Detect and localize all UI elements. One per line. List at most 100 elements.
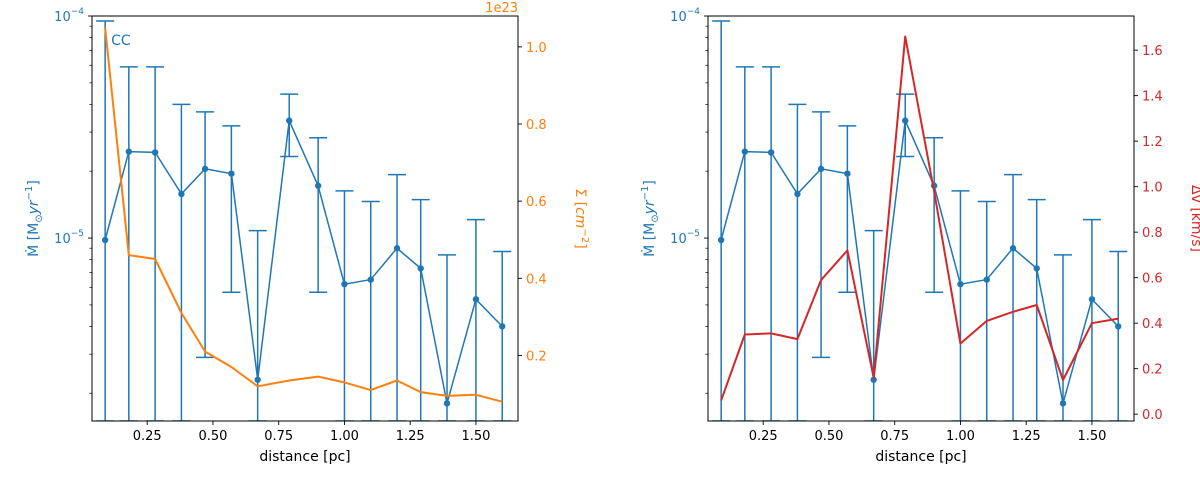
label-part: cm <box>572 207 588 228</box>
mdot-point <box>393 245 401 252</box>
tick-exponent: −4 <box>71 7 85 17</box>
mdot-point <box>367 276 374 283</box>
label-part: ⊙ <box>650 214 661 222</box>
y-right-axis-label: Σ [cm−2] <box>572 188 590 248</box>
tick-exponent: −4 <box>687 7 701 17</box>
label-part: −2 <box>579 228 590 243</box>
mdot-point <box>101 236 109 244</box>
y-right-tick-label: 0.4 <box>1142 317 1163 332</box>
tick-base: 10 <box>670 10 687 25</box>
y-right-tick-label: 1.6 <box>1142 44 1163 59</box>
x-tick-label: 0.75 <box>880 429 909 444</box>
x-tick-label: 1.00 <box>946 429 975 444</box>
y-right-tick-label: 0.8 <box>1142 226 1163 241</box>
mdot-point <box>741 148 749 155</box>
mdot-point <box>286 117 293 124</box>
mdot-point <box>1115 323 1122 330</box>
y-right-tick-label: 1.0 <box>526 41 547 56</box>
y-right-tick-label: 0.6 <box>526 195 547 210</box>
mdot-point <box>151 149 159 156</box>
tick-base: 10 <box>670 232 687 247</box>
mdot-point <box>870 376 877 383</box>
y-left-tick-label: 10−4 <box>670 7 700 25</box>
y-left-tick-label: 10−5 <box>670 229 700 247</box>
x-tick-label: 0.25 <box>749 429 778 444</box>
y-right-tick-label: 0.6 <box>1142 272 1163 287</box>
mdot-line <box>104 117 503 404</box>
label-part: ] <box>572 243 588 248</box>
plot-frame <box>707 15 1135 422</box>
label-part: Ṁ [M <box>640 223 658 257</box>
mdot-point <box>717 236 725 244</box>
annotation-cc: CC <box>111 33 131 49</box>
mdot-point <box>767 149 775 156</box>
y-right-tick-label: 0.8 <box>526 118 547 133</box>
mdot-line <box>720 117 1119 404</box>
y-right-tick-label: 1.4 <box>1142 90 1163 105</box>
x-tick-label: 1.25 <box>1012 429 1041 444</box>
y-right-tick-label: 0.2 <box>526 349 547 364</box>
label-part: yr <box>642 199 658 215</box>
tick-exponent: −5 <box>71 229 84 239</box>
y-left-tick-label: 10−5 <box>54 229 84 247</box>
mdot-point <box>817 165 825 173</box>
y-right-tick-label: 0.2 <box>1142 363 1163 378</box>
x-tick-label: 1.25 <box>396 429 425 444</box>
y-right-tick-label: 0.4 <box>526 272 547 287</box>
x-axis-label: distance [pc] <box>875 449 966 465</box>
sigma-line <box>104 27 503 403</box>
label-part: −1 <box>24 186 35 201</box>
x-axis-label: distance [pc] <box>259 449 350 465</box>
y-left-axis-label: Ṁ [M⊙yr−1] <box>640 180 661 257</box>
plot-area <box>712 20 1128 421</box>
x-tick-label: 1.50 <box>461 429 490 444</box>
mdot-point <box>983 276 990 283</box>
mdot-point <box>844 170 851 177</box>
mdot-point <box>1088 296 1096 303</box>
mdot-point <box>1009 245 1017 252</box>
label-part: ] <box>642 180 658 185</box>
x-tick-label: 1.00 <box>330 429 359 444</box>
tick-base: 10 <box>54 232 71 247</box>
x-tick-label: 0.25 <box>133 429 162 444</box>
plot-area <box>96 20 512 421</box>
mdot-point <box>125 148 133 155</box>
label-part: Ṁ [M <box>24 223 42 257</box>
label-part: Σ [ <box>572 188 588 207</box>
x-tick-label: 0.50 <box>198 429 227 444</box>
mdot-point <box>254 376 261 383</box>
y-left-axis-label: Ṁ [M⊙yr−1] <box>24 180 45 257</box>
label-part: −1 <box>640 186 651 201</box>
y-left-tick-label: 10−4 <box>54 7 84 25</box>
mdot-point <box>957 280 964 288</box>
y-right-tick-label: 0.0 <box>1142 408 1163 423</box>
mdot-point <box>1033 265 1040 272</box>
y-right-axis-label: Δv [km/s] <box>1188 185 1200 252</box>
x-tick-label: 1.50 <box>1077 429 1106 444</box>
mdot-point <box>201 165 209 173</box>
mdot-point <box>314 182 322 189</box>
mdot-point <box>341 280 348 288</box>
mdot-point <box>228 170 235 177</box>
label-part: ⊙ <box>34 214 45 222</box>
mdot-point <box>417 265 424 272</box>
y-right-tick-label: 1.0 <box>1142 181 1163 196</box>
y-right-tick-label: 1.2 <box>1142 135 1163 150</box>
tick-base: 10 <box>54 10 71 25</box>
x-tick-label: 0.50 <box>814 429 843 444</box>
plot-frame <box>91 15 519 422</box>
mdot-point <box>902 117 909 124</box>
mdot-point <box>794 190 801 198</box>
y-right-offset-label: 1e23 <box>485 1 518 16</box>
mdot-point <box>178 190 185 198</box>
dv-line <box>720 35 1119 401</box>
label-part: ] <box>26 180 42 185</box>
mdot-point <box>443 400 451 407</box>
tick-exponent: −5 <box>687 229 700 239</box>
mdot-point <box>472 296 480 303</box>
mdot-point <box>1059 400 1067 407</box>
x-tick-label: 0.75 <box>264 429 293 444</box>
